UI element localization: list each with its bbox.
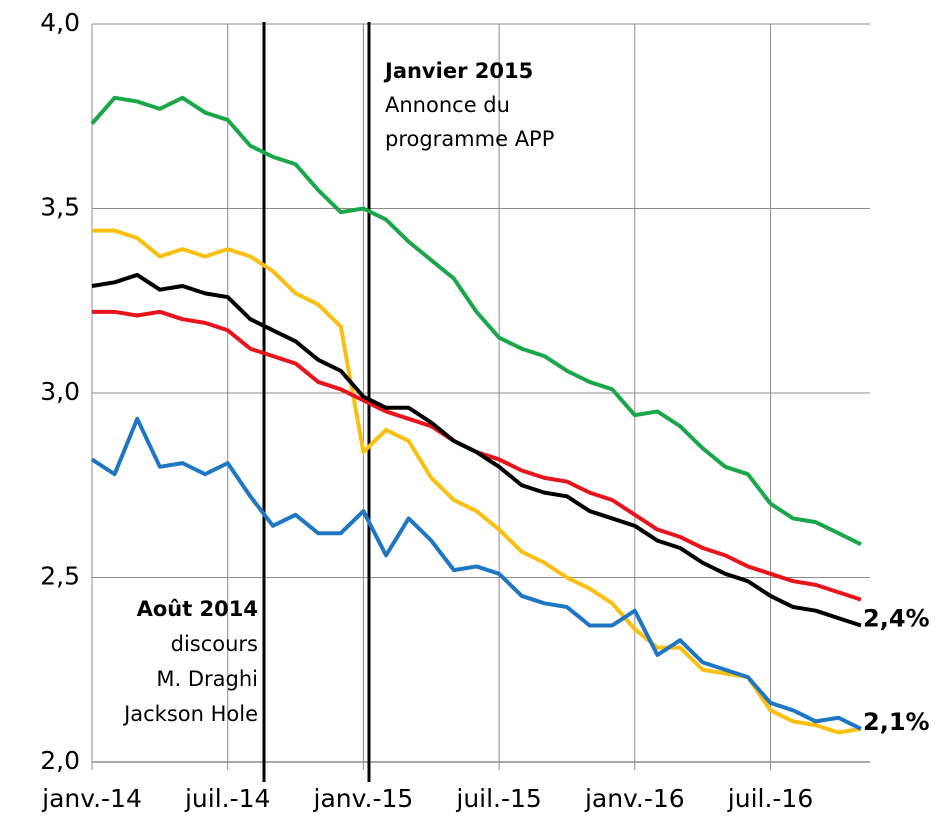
series-line: [92, 228, 862, 735]
annotation-text: M. Draghi: [156, 667, 258, 691]
x-tick-label: janv.-14: [41, 784, 142, 813]
y-tick-label: 2,5: [40, 562, 80, 591]
annotation-text: Annonce du: [385, 93, 510, 117]
x-tick-label: janv.-16: [584, 784, 685, 813]
series-line: [92, 309, 862, 602]
annotation-title: Janvier 2015: [383, 59, 533, 83]
annotation-text: Jackson Hole: [122, 702, 258, 726]
annotation-title: Août 2014: [137, 597, 258, 621]
x-tick-label: janv.-15: [313, 784, 414, 813]
series-line: [90, 416, 862, 731]
annotation-text: programme APP: [385, 127, 554, 151]
y-tick-label: 3,0: [40, 377, 80, 406]
annotation-text: discours: [171, 632, 258, 656]
value-label: 2,1%: [863, 708, 930, 736]
x-tick-label: juil.-15: [455, 784, 541, 813]
x-tick-label: juil.-16: [727, 784, 813, 813]
x-tick-label: juil.-14: [184, 784, 270, 813]
value-label: 2,4%: [863, 604, 930, 632]
series-line: [91, 272, 862, 628]
y-tick-label: 2,0: [40, 746, 80, 775]
series-line: [90, 95, 862, 547]
y-tick-label: 3,5: [40, 193, 80, 222]
y-tick-label: 4,0: [40, 8, 80, 37]
